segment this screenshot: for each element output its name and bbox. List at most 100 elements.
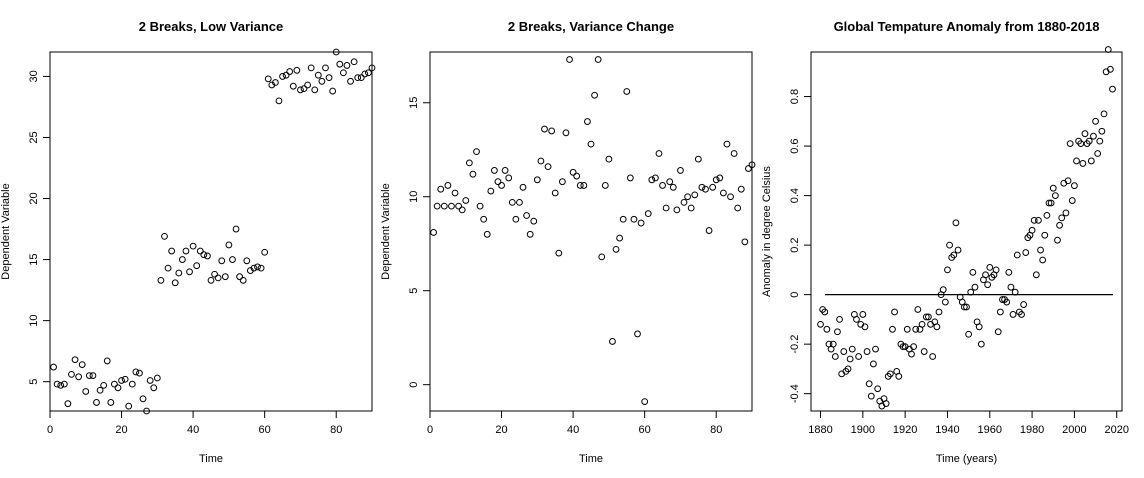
data-point: [118, 377, 125, 384]
data-point: [89, 372, 97, 379]
data-point: [343, 62, 351, 69]
plot-frame: [49, 51, 373, 412]
data-point: [587, 140, 595, 148]
data-point: [318, 77, 326, 85]
data-point: [186, 268, 193, 276]
data-point: [954, 246, 962, 254]
x-tick-label: 2020: [1104, 424, 1128, 436]
data-point: [691, 191, 699, 199]
data-point: [1003, 298, 1011, 306]
data-point: [984, 281, 992, 289]
data-point: [78, 361, 86, 368]
data-point: [673, 206, 681, 214]
data-point: [1045, 199, 1053, 207]
data-point: [933, 323, 941, 331]
chart-2: 2 Breaks, Variance Change 0 20 40 60 80 0 5 10 15…: [380, 19, 756, 465]
data-point: [300, 85, 308, 93]
data-point: [709, 183, 717, 191]
x-tick-label: 80: [710, 424, 722, 436]
data-point: [1049, 184, 1057, 192]
data-point: [236, 273, 244, 281]
data-point: [694, 155, 702, 163]
data-point: [64, 400, 72, 408]
data-point: [684, 193, 691, 201]
data-point: [243, 257, 251, 265]
data-point: [817, 320, 824, 328]
data-point: [555, 249, 563, 257]
data-point: [103, 357, 111, 365]
data-point: [687, 204, 695, 212]
data-point: [652, 174, 659, 182]
data-point: [139, 395, 147, 403]
data-point: [910, 343, 918, 351]
data-point: [626, 174, 634, 182]
y-tick-label: 10: [28, 315, 40, 327]
data-point: [451, 189, 459, 197]
data-point: [899, 343, 907, 351]
data-point: [882, 400, 890, 407]
data-point: [591, 91, 598, 99]
data-point: [282, 71, 290, 79]
data-point: [1073, 157, 1080, 165]
y-tick-label: 5: [28, 379, 40, 385]
data-point: [121, 375, 129, 383]
data-point: [53, 380, 61, 388]
data-point: [1032, 271, 1040, 279]
data-point: [853, 315, 860, 323]
data-point: [430, 229, 437, 236]
data-point: [516, 198, 523, 206]
data-point: [96, 386, 104, 394]
data-point: [967, 288, 975, 296]
data-point: [541, 125, 548, 133]
data-point: [1054, 236, 1061, 244]
data-point: [975, 323, 983, 331]
data-point: [437, 185, 445, 193]
data-point: [143, 407, 151, 415]
data-point: [834, 328, 841, 336]
data-point: [225, 241, 233, 249]
data-point: [903, 325, 911, 333]
data-point: [1096, 137, 1104, 145]
y-tick-label: -0.4: [789, 384, 801, 403]
data-point: [716, 174, 724, 182]
data-point: [1081, 130, 1089, 138]
data-point: [178, 256, 186, 263]
y-tick-label: 0.2: [789, 237, 801, 252]
data-point: [1030, 216, 1038, 224]
data-point: [1005, 268, 1013, 276]
data-point: [501, 167, 509, 174]
data-point: [594, 56, 602, 63]
data-point: [1020, 301, 1028, 308]
chart-title: 2 Breaks, Low Variance: [139, 19, 284, 34]
data-point: [498, 182, 505, 189]
data-point: [171, 279, 179, 287]
data-point: [1058, 214, 1066, 222]
data-point: [164, 264, 172, 272]
data-point: [655, 150, 663, 157]
data-point: [1066, 140, 1074, 148]
data-point: [1013, 251, 1021, 259]
data-point: [1104, 46, 1112, 53]
x-tick-label: 1960: [978, 424, 1002, 436]
data-point: [644, 210, 652, 218]
data-point: [537, 157, 545, 165]
data-point: [548, 127, 556, 135]
data-point: [623, 88, 631, 95]
data-point: [189, 242, 197, 250]
data-point: [605, 155, 613, 163]
data-point: [182, 247, 190, 255]
data-point: [1047, 199, 1055, 207]
y-axis-label: Dependent Variable: [380, 183, 392, 279]
data-point: [286, 68, 294, 75]
data-point: [848, 345, 856, 353]
data-point: [965, 330, 973, 338]
data-point: [994, 328, 1002, 336]
data-point: [1068, 197, 1076, 204]
data-point: [107, 399, 115, 406]
data-point: [93, 399, 100, 406]
data-point: [314, 71, 322, 79]
data-point: [895, 372, 903, 380]
data-point: [952, 219, 960, 227]
data-point: [737, 185, 745, 193]
data-point: [908, 350, 915, 358]
